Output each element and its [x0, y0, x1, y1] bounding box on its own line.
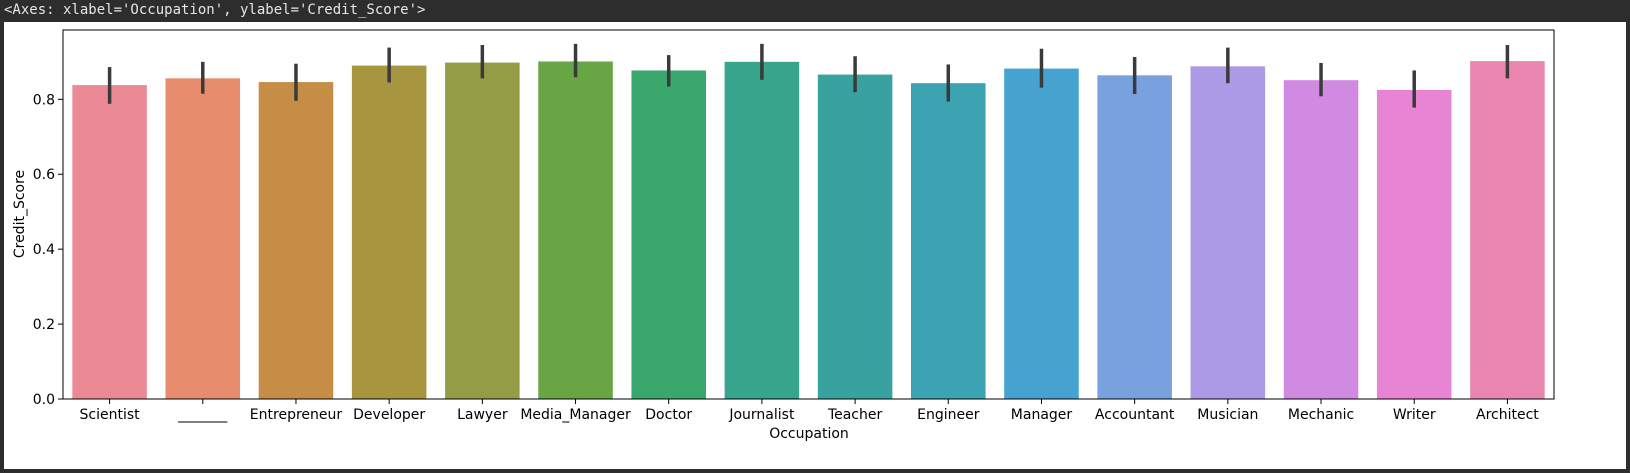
- x-tick-label-13: Mechanic: [1288, 407, 1354, 423]
- bar-9: [911, 83, 986, 400]
- bar-13: [1283, 80, 1359, 400]
- x-tick-label-7: Journalist: [728, 407, 795, 423]
- error-bars-group: [107, 43, 1510, 108]
- axes-repr-text: <Axes: xlabel='Occupation', ylabel='Cred…: [4, 2, 426, 18]
- bar-1: [165, 78, 241, 399]
- bar-11: [1097, 75, 1172, 400]
- output-header: <Axes: xlabel='Occupation', ylabel='Cred…: [0, 0, 1630, 22]
- bar-8: [817, 74, 893, 399]
- bars-group: [72, 61, 1545, 400]
- x-tick-label-5: Media_Manager: [520, 407, 631, 423]
- bar-4: [445, 62, 520, 399]
- plot-frame: [62, 29, 1555, 400]
- x-tick-label-12: Musician: [1197, 407, 1258, 423]
- y-axis-label: Credit_Score: [12, 170, 28, 258]
- x-axis: Scientist _______ Entrepreneur Developer Law…: [80, 399, 1539, 423]
- bar-6: [631, 70, 706, 400]
- bar-2: [258, 82, 334, 399]
- x-axis-label: Occupation: [769, 426, 849, 442]
- y-axis: 0.0 0.2 0.4 0.6 0.8: [33, 92, 63, 408]
- x-tick-label-9: Engineer: [917, 407, 980, 423]
- bar-14: [1376, 89, 1452, 399]
- x-tick-label-6: Doctor: [645, 407, 692, 423]
- bar-7: [724, 61, 800, 399]
- bar-5: [538, 61, 613, 400]
- x-tick-label-2: Entrepreneur: [250, 407, 343, 423]
- y-tick-label-2: 0.4: [33, 242, 55, 258]
- x-tick-label-4: Lawyer: [457, 407, 508, 423]
- x-tick-label-15: Architect: [1476, 407, 1539, 423]
- bar-12: [1190, 66, 1266, 399]
- x-tick-label-11: Accountant: [1095, 407, 1175, 423]
- x-tick-label-10: Manager: [1011, 407, 1073, 423]
- y-tick-label-1: 0.2: [33, 317, 55, 333]
- output-area: 0.0 0.2 0.4 0.6 0.8 Scientist _______ Entrepre…: [4, 22, 1626, 469]
- x-tick-label-14: Writer: [1393, 407, 1436, 423]
- bar-chart: 0.0 0.2 0.4 0.6 0.8 Scientist _______ Entrepre…: [12, 29, 1555, 442]
- x-tick-label-1: _______: [177, 407, 228, 423]
- x-tick-label-0: Scientist: [80, 407, 141, 423]
- y-tick-label-0: 0.0: [33, 392, 55, 408]
- bar-15: [1470, 61, 1545, 399]
- bar-3: [351, 65, 427, 399]
- x-tick-label-8: Teacher: [827, 407, 883, 423]
- y-tick-label-4: 0.8: [33, 92, 55, 108]
- bar-10: [1004, 68, 1079, 399]
- x-tick-label-3: Developer: [353, 407, 425, 423]
- bar-0: [72, 85, 147, 399]
- y-tick-label-3: 0.6: [33, 167, 55, 183]
